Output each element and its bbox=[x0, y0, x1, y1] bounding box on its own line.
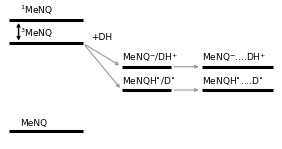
Text: MeNQ$^{-}$....DH$^{+}$: MeNQ$^{-}$....DH$^{+}$ bbox=[202, 51, 266, 64]
Text: $^{3}$MeNQ: $^{3}$MeNQ bbox=[20, 27, 53, 41]
Text: MeNQ: MeNQ bbox=[20, 119, 47, 128]
Text: MeNQH$^{\bullet}$/D$^{\bullet}$: MeNQH$^{\bullet}$/D$^{\bullet}$ bbox=[122, 75, 175, 87]
Text: MeNQH$^{\bullet}$....D$^{\bullet}$: MeNQH$^{\bullet}$....D$^{\bullet}$ bbox=[202, 75, 263, 87]
Text: MeNQ$^{-}$/DH$^{+}$: MeNQ$^{-}$/DH$^{+}$ bbox=[122, 51, 178, 64]
Text: +DH: +DH bbox=[91, 33, 113, 42]
Text: $^{1}$MeNQ: $^{1}$MeNQ bbox=[20, 4, 53, 17]
